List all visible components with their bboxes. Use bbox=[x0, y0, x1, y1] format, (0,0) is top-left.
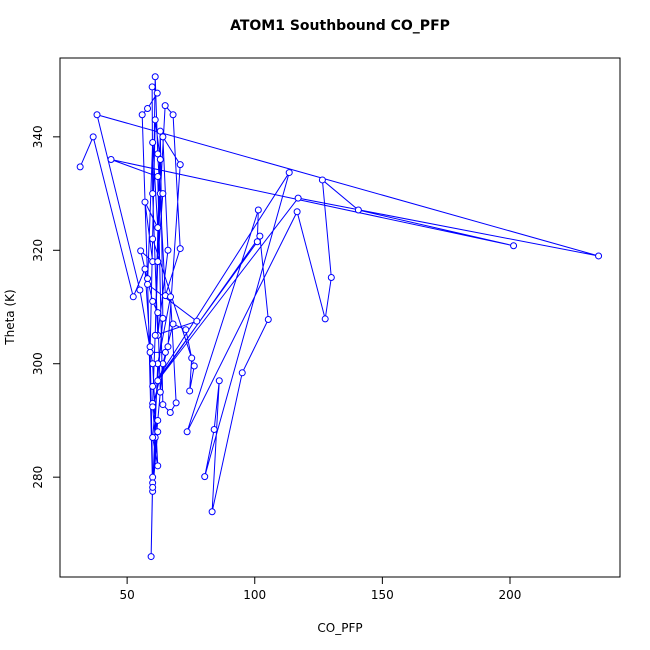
data-point bbox=[151, 73, 159, 81]
data-point bbox=[167, 293, 175, 301]
data-point bbox=[154, 377, 162, 385]
data-point bbox=[151, 116, 159, 124]
data-point bbox=[149, 483, 157, 491]
data-point bbox=[154, 416, 162, 424]
data-point bbox=[154, 428, 162, 436]
data-point bbox=[149, 360, 157, 368]
y-tick-label: 320 bbox=[31, 239, 45, 262]
data-point bbox=[215, 377, 223, 385]
data-point bbox=[107, 156, 115, 164]
x-tick-label: 200 bbox=[499, 588, 522, 602]
data-point bbox=[253, 238, 261, 246]
x-tick-label: 100 bbox=[243, 588, 266, 602]
data-point bbox=[208, 508, 216, 516]
data-point bbox=[201, 473, 209, 481]
data-point bbox=[154, 309, 162, 317]
data-point bbox=[595, 252, 603, 260]
data-point bbox=[161, 102, 169, 110]
y-tick-label: 300 bbox=[31, 352, 45, 375]
x-tick-label: 50 bbox=[119, 588, 134, 602]
data-point bbox=[137, 247, 145, 255]
y-tick-label: 340 bbox=[31, 125, 45, 148]
data-point bbox=[144, 280, 152, 288]
data-point bbox=[149, 382, 157, 390]
data-point bbox=[169, 320, 177, 328]
data-point bbox=[144, 275, 152, 283]
data-point bbox=[176, 245, 184, 253]
data-point bbox=[182, 326, 190, 334]
chart-title: ATOM1 Southbound CO_PFP bbox=[230, 18, 450, 34]
plot-frame bbox=[59, 57, 621, 578]
data-point bbox=[149, 403, 157, 411]
data-point bbox=[254, 206, 262, 214]
data-point bbox=[293, 208, 301, 216]
data-point bbox=[144, 104, 152, 112]
data-point bbox=[141, 198, 149, 206]
data-point bbox=[161, 348, 169, 356]
data-point bbox=[510, 242, 518, 250]
data-point bbox=[172, 399, 180, 407]
data-point bbox=[164, 246, 172, 254]
data-point bbox=[148, 83, 156, 91]
data-point bbox=[154, 462, 162, 470]
data-point bbox=[193, 317, 201, 325]
x-axis-label: CO_PFP bbox=[317, 621, 362, 635]
data-point bbox=[318, 176, 326, 184]
data-point bbox=[166, 409, 174, 417]
data-point bbox=[354, 206, 362, 214]
y-tick-label: 280 bbox=[31, 466, 45, 489]
data-point bbox=[169, 111, 177, 119]
data-point bbox=[141, 265, 149, 273]
data-point bbox=[159, 401, 167, 409]
data-point bbox=[156, 388, 164, 396]
data-point bbox=[153, 89, 161, 97]
data-point bbox=[89, 133, 97, 141]
data-point bbox=[93, 111, 101, 119]
x-tick-label: 150 bbox=[371, 588, 394, 602]
data-point bbox=[285, 169, 293, 177]
data-point bbox=[149, 297, 157, 305]
data-point bbox=[321, 315, 329, 323]
data-point bbox=[264, 315, 272, 323]
data-point bbox=[156, 127, 164, 135]
y-axis-label: Theta (K) bbox=[3, 289, 17, 345]
data-point bbox=[129, 293, 137, 301]
data-point bbox=[154, 150, 162, 158]
data-point bbox=[327, 274, 335, 282]
data-point bbox=[183, 428, 191, 436]
data-point bbox=[256, 232, 264, 240]
data-point bbox=[146, 348, 154, 356]
data-point bbox=[151, 331, 159, 339]
data-point bbox=[210, 426, 218, 434]
data-point bbox=[164, 343, 172, 351]
data-point bbox=[156, 156, 164, 164]
data-point bbox=[149, 139, 157, 147]
data-line bbox=[79, 76, 599, 557]
data-point bbox=[176, 161, 184, 169]
data-point bbox=[294, 194, 302, 202]
data-point bbox=[76, 163, 84, 171]
data-point bbox=[138, 111, 146, 119]
data-point bbox=[154, 258, 162, 266]
data-point bbox=[136, 286, 144, 294]
data-point bbox=[146, 343, 154, 351]
data-point bbox=[149, 190, 157, 198]
data-point bbox=[147, 553, 155, 561]
data-point bbox=[149, 235, 157, 243]
data-point bbox=[159, 190, 167, 198]
data-point bbox=[154, 224, 162, 232]
data-point bbox=[159, 133, 167, 141]
data-point bbox=[154, 173, 162, 181]
data-point bbox=[238, 369, 246, 377]
data-point bbox=[186, 387, 194, 395]
data-point bbox=[188, 354, 196, 362]
data-point bbox=[149, 473, 157, 481]
data-point bbox=[149, 433, 157, 441]
data-point bbox=[159, 314, 167, 322]
data-point bbox=[190, 362, 198, 370]
